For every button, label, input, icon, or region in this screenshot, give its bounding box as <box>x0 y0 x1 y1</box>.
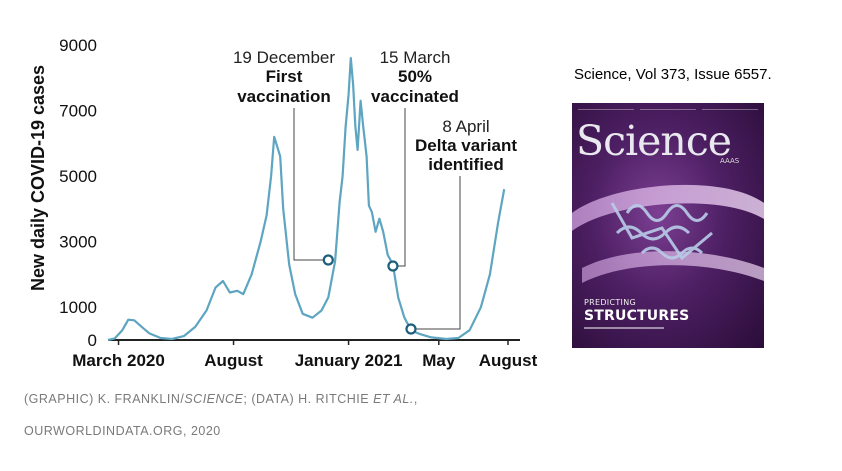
y-tick-label: 0 <box>88 331 97 350</box>
annotation-text-line-1: 50% <box>398 67 432 86</box>
annotation-date: 19 December <box>233 48 335 67</box>
annotation-marker <box>322 254 334 266</box>
annotation-text-line-1: First <box>266 67 303 86</box>
annotation-date: 15 March <box>380 48 451 67</box>
covid-cases-chart: 0 1000 3000 5000 7000 9000 March 2020 August Ja… <box>28 36 538 370</box>
cover-publisher-logo: AAAS <box>720 157 740 165</box>
cases-series-line <box>107 57 506 342</box>
y-axis-label: New daily COVID-19 cases <box>28 65 48 291</box>
x-tick-label: March 2020 <box>72 351 165 370</box>
journal-citation: Science, Vol 373, Issue 6557. <box>574 66 772 83</box>
credit-line-2: OURWORLDINDATA.ORG, 2020 <box>24 424 221 438</box>
cover-subtitle <box>584 327 664 329</box>
cover-headline-large: STRUCTURES <box>584 308 690 324</box>
x-axis: March 2020 August January 2021 May August <box>72 339 538 370</box>
annotation-leader-line <box>410 176 461 330</box>
y-tick-label: 5000 <box>59 167 97 186</box>
cover-headline-small: PREDICTING <box>584 298 636 307</box>
x-tick-label: January 2021 <box>295 351 403 370</box>
annotation-leader-line <box>293 108 329 261</box>
y-tick-label: 1000 <box>59 298 97 317</box>
cover-teaser-bar <box>578 107 758 121</box>
y-tick-label: 9000 <box>59 36 97 55</box>
x-tick-label: August <box>204 351 263 370</box>
annotation-text-line-2: identified <box>428 155 504 174</box>
cover-masthead: Science <box>576 117 732 165</box>
credit-line-1: (GRAPHIC) K. FRANKLIN/SCIENCE; (DATA) H.… <box>24 392 418 406</box>
annotation-leader-line <box>392 108 406 267</box>
annotation-date: 8 April <box>442 117 489 136</box>
journal-cover-image: Science AAAS PREDICTING STRUCTURES <box>572 103 764 348</box>
y-tick-label: 3000 <box>59 233 97 252</box>
y-tick-label: 7000 <box>59 102 97 121</box>
y-axis: 0 1000 3000 5000 7000 9000 <box>59 36 97 350</box>
x-tick-label: May <box>422 351 456 370</box>
annotation-text-line-1: Delta variant <box>415 136 517 155</box>
protein-structure-illustration <box>572 184 764 283</box>
annotation-text-line-2: vaccinated <box>371 87 459 106</box>
annotation-marker <box>405 323 417 335</box>
series-layer <box>107 57 506 342</box>
annotation-marker <box>387 260 399 272</box>
x-tick-label: August <box>479 351 538 370</box>
annotation-text-line-2: vaccination <box>237 87 331 106</box>
